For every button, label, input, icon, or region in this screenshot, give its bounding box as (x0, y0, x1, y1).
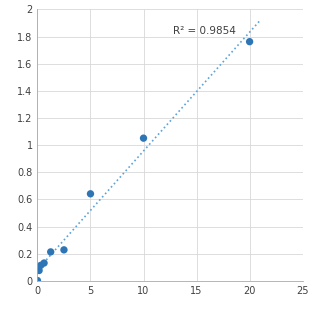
Point (141, 136, 146, 141)
Point (88, 191, 93, 196)
Point (41, 261, 46, 266)
Point (35, 278, 40, 283)
Text: R² = 0.9854: R² = 0.9854 (173, 26, 236, 36)
Point (37, 268, 41, 273)
Point (247, 39, 252, 44)
Point (48, 249, 53, 254)
Point (61, 247, 66, 252)
Point (38, 263, 43, 268)
